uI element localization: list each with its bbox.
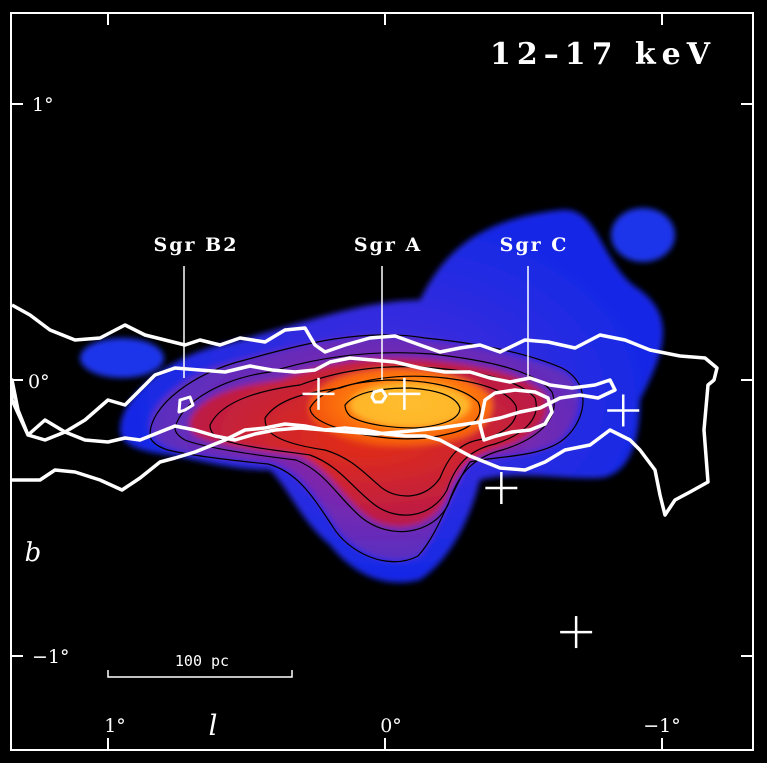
contour-line <box>174 352 555 533</box>
sgr-c-loop <box>478 388 554 442</box>
contour-line <box>264 375 518 497</box>
emission-blob-west <box>80 338 164 378</box>
sgr-b2-loop <box>177 395 195 414</box>
source-cross <box>560 616 593 649</box>
frame-ticks <box>11 13 753 750</box>
contour-line <box>149 334 584 563</box>
source-cross <box>485 472 518 505</box>
emission-core-bright <box>350 383 470 427</box>
x-axis-label: l <box>209 709 218 742</box>
scale-bar-label: 100 pc <box>175 652 229 670</box>
y-tick-label: 1° <box>32 94 54 116</box>
y-axis-label: b <box>25 538 42 568</box>
contour-line <box>309 379 481 440</box>
contour-line <box>344 387 461 429</box>
source-crosses <box>302 377 640 649</box>
scale-bar-line <box>107 670 293 678</box>
scale-bar: 100 pc <box>107 652 293 678</box>
sgr-a-loop <box>370 388 388 404</box>
x-tick-label: 0° <box>380 715 402 737</box>
white-contour-outer <box>11 303 719 517</box>
sgr-b2-label: Sgr B2 <box>154 234 239 256</box>
y-tick-label: 0° <box>28 371 50 393</box>
x-tick-label: −1° <box>643 715 681 737</box>
source-cross <box>302 377 335 410</box>
sgr-a-label: Sgr A <box>354 234 422 256</box>
source-cross <box>607 394 640 427</box>
y-tick-label: −1° <box>32 646 70 668</box>
intensity-contours <box>149 334 584 563</box>
source-labels: Sgr B2 Sgr A Sgr C <box>154 234 569 380</box>
x-tick-label: 1° <box>104 715 126 737</box>
source-cross <box>388 377 421 410</box>
contour-line <box>209 365 537 516</box>
sgr-c-label: Sgr C <box>500 234 569 256</box>
emission-blob-north <box>611 208 675 262</box>
chart-title: 12–17 keV <box>490 37 716 72</box>
